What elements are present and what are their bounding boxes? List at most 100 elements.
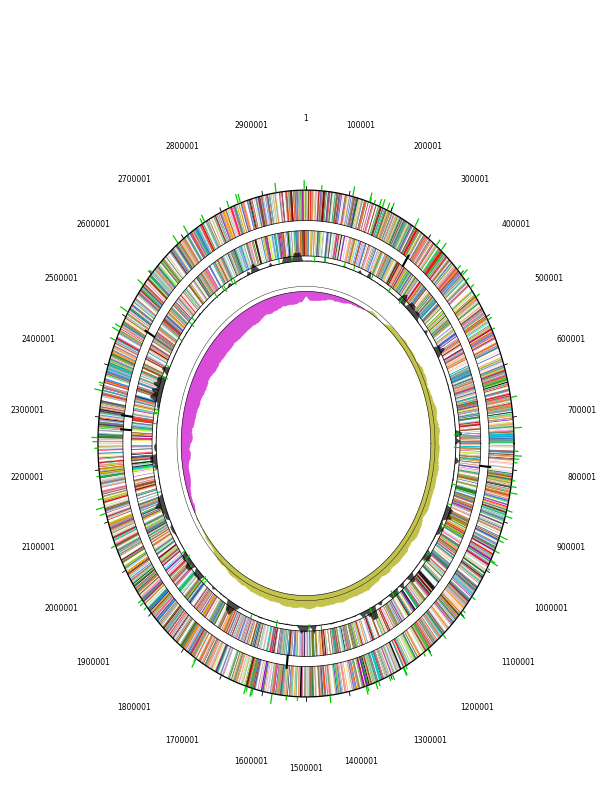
Polygon shape	[410, 287, 425, 307]
Polygon shape	[480, 367, 504, 376]
Polygon shape	[430, 429, 439, 431]
Polygon shape	[411, 525, 419, 532]
Polygon shape	[403, 582, 404, 584]
Polygon shape	[484, 386, 509, 394]
Polygon shape	[438, 597, 457, 619]
Polygon shape	[225, 210, 235, 238]
Polygon shape	[204, 596, 217, 617]
Polygon shape	[318, 231, 319, 257]
Polygon shape	[289, 191, 292, 221]
Polygon shape	[462, 310, 483, 327]
Polygon shape	[192, 630, 206, 656]
Polygon shape	[392, 640, 405, 667]
Polygon shape	[184, 552, 185, 554]
Polygon shape	[108, 363, 132, 375]
Polygon shape	[458, 415, 479, 419]
Polygon shape	[263, 196, 269, 225]
Polygon shape	[149, 589, 168, 609]
Polygon shape	[449, 514, 468, 524]
Polygon shape	[451, 507, 471, 516]
Polygon shape	[253, 264, 256, 272]
Polygon shape	[185, 482, 191, 484]
Polygon shape	[469, 544, 492, 558]
Polygon shape	[403, 302, 406, 305]
Polygon shape	[424, 493, 432, 497]
Polygon shape	[211, 544, 212, 546]
Polygon shape	[348, 239, 354, 263]
Polygon shape	[220, 607, 230, 629]
Polygon shape	[247, 657, 255, 687]
Polygon shape	[241, 203, 250, 232]
Polygon shape	[428, 474, 436, 477]
Polygon shape	[348, 197, 354, 227]
Polygon shape	[296, 666, 297, 697]
Polygon shape	[370, 275, 371, 279]
Polygon shape	[98, 451, 123, 454]
Polygon shape	[183, 468, 188, 470]
Polygon shape	[235, 318, 244, 334]
Polygon shape	[482, 375, 507, 384]
Polygon shape	[445, 278, 464, 298]
Polygon shape	[169, 367, 170, 368]
Polygon shape	[397, 595, 409, 616]
Polygon shape	[431, 552, 449, 568]
Polygon shape	[406, 306, 407, 307]
Polygon shape	[479, 519, 502, 529]
Polygon shape	[447, 586, 466, 606]
Polygon shape	[224, 329, 234, 343]
Polygon shape	[391, 593, 394, 598]
Polygon shape	[165, 317, 182, 332]
Polygon shape	[278, 629, 282, 654]
Polygon shape	[436, 329, 453, 343]
Polygon shape	[402, 583, 404, 586]
Polygon shape	[214, 550, 217, 553]
Polygon shape	[236, 606, 238, 610]
Polygon shape	[258, 196, 264, 227]
Polygon shape	[177, 300, 192, 318]
Polygon shape	[429, 416, 437, 418]
Polygon shape	[341, 195, 347, 225]
Polygon shape	[444, 348, 463, 361]
Polygon shape	[440, 595, 459, 616]
Polygon shape	[256, 584, 260, 595]
Polygon shape	[310, 230, 312, 256]
Polygon shape	[176, 302, 192, 318]
Polygon shape	[99, 417, 124, 421]
Polygon shape	[446, 508, 452, 512]
Polygon shape	[359, 307, 360, 308]
Polygon shape	[199, 592, 212, 613]
Polygon shape	[372, 251, 382, 275]
Polygon shape	[410, 286, 425, 306]
Polygon shape	[488, 462, 513, 465]
Polygon shape	[214, 550, 217, 554]
Polygon shape	[271, 627, 275, 652]
Polygon shape	[330, 592, 332, 604]
Polygon shape	[133, 408, 154, 413]
Polygon shape	[277, 295, 280, 308]
Polygon shape	[297, 596, 298, 607]
Polygon shape	[147, 355, 166, 366]
Polygon shape	[425, 489, 433, 493]
Polygon shape	[286, 293, 288, 305]
Polygon shape	[348, 197, 354, 227]
Polygon shape	[151, 396, 161, 399]
Polygon shape	[153, 271, 172, 292]
Polygon shape	[480, 366, 504, 375]
Polygon shape	[160, 603, 178, 625]
Polygon shape	[193, 587, 207, 607]
Polygon shape	[132, 425, 152, 428]
Polygon shape	[278, 592, 281, 603]
Polygon shape	[324, 630, 327, 655]
Polygon shape	[460, 459, 480, 462]
Polygon shape	[346, 661, 353, 691]
Polygon shape	[455, 572, 476, 590]
Polygon shape	[252, 659, 258, 688]
Polygon shape	[298, 230, 300, 256]
Polygon shape	[312, 190, 313, 221]
Polygon shape	[449, 286, 469, 305]
Polygon shape	[328, 294, 329, 299]
Polygon shape	[196, 277, 210, 298]
Polygon shape	[301, 230, 302, 256]
Polygon shape	[154, 384, 163, 388]
Polygon shape	[340, 626, 346, 651]
